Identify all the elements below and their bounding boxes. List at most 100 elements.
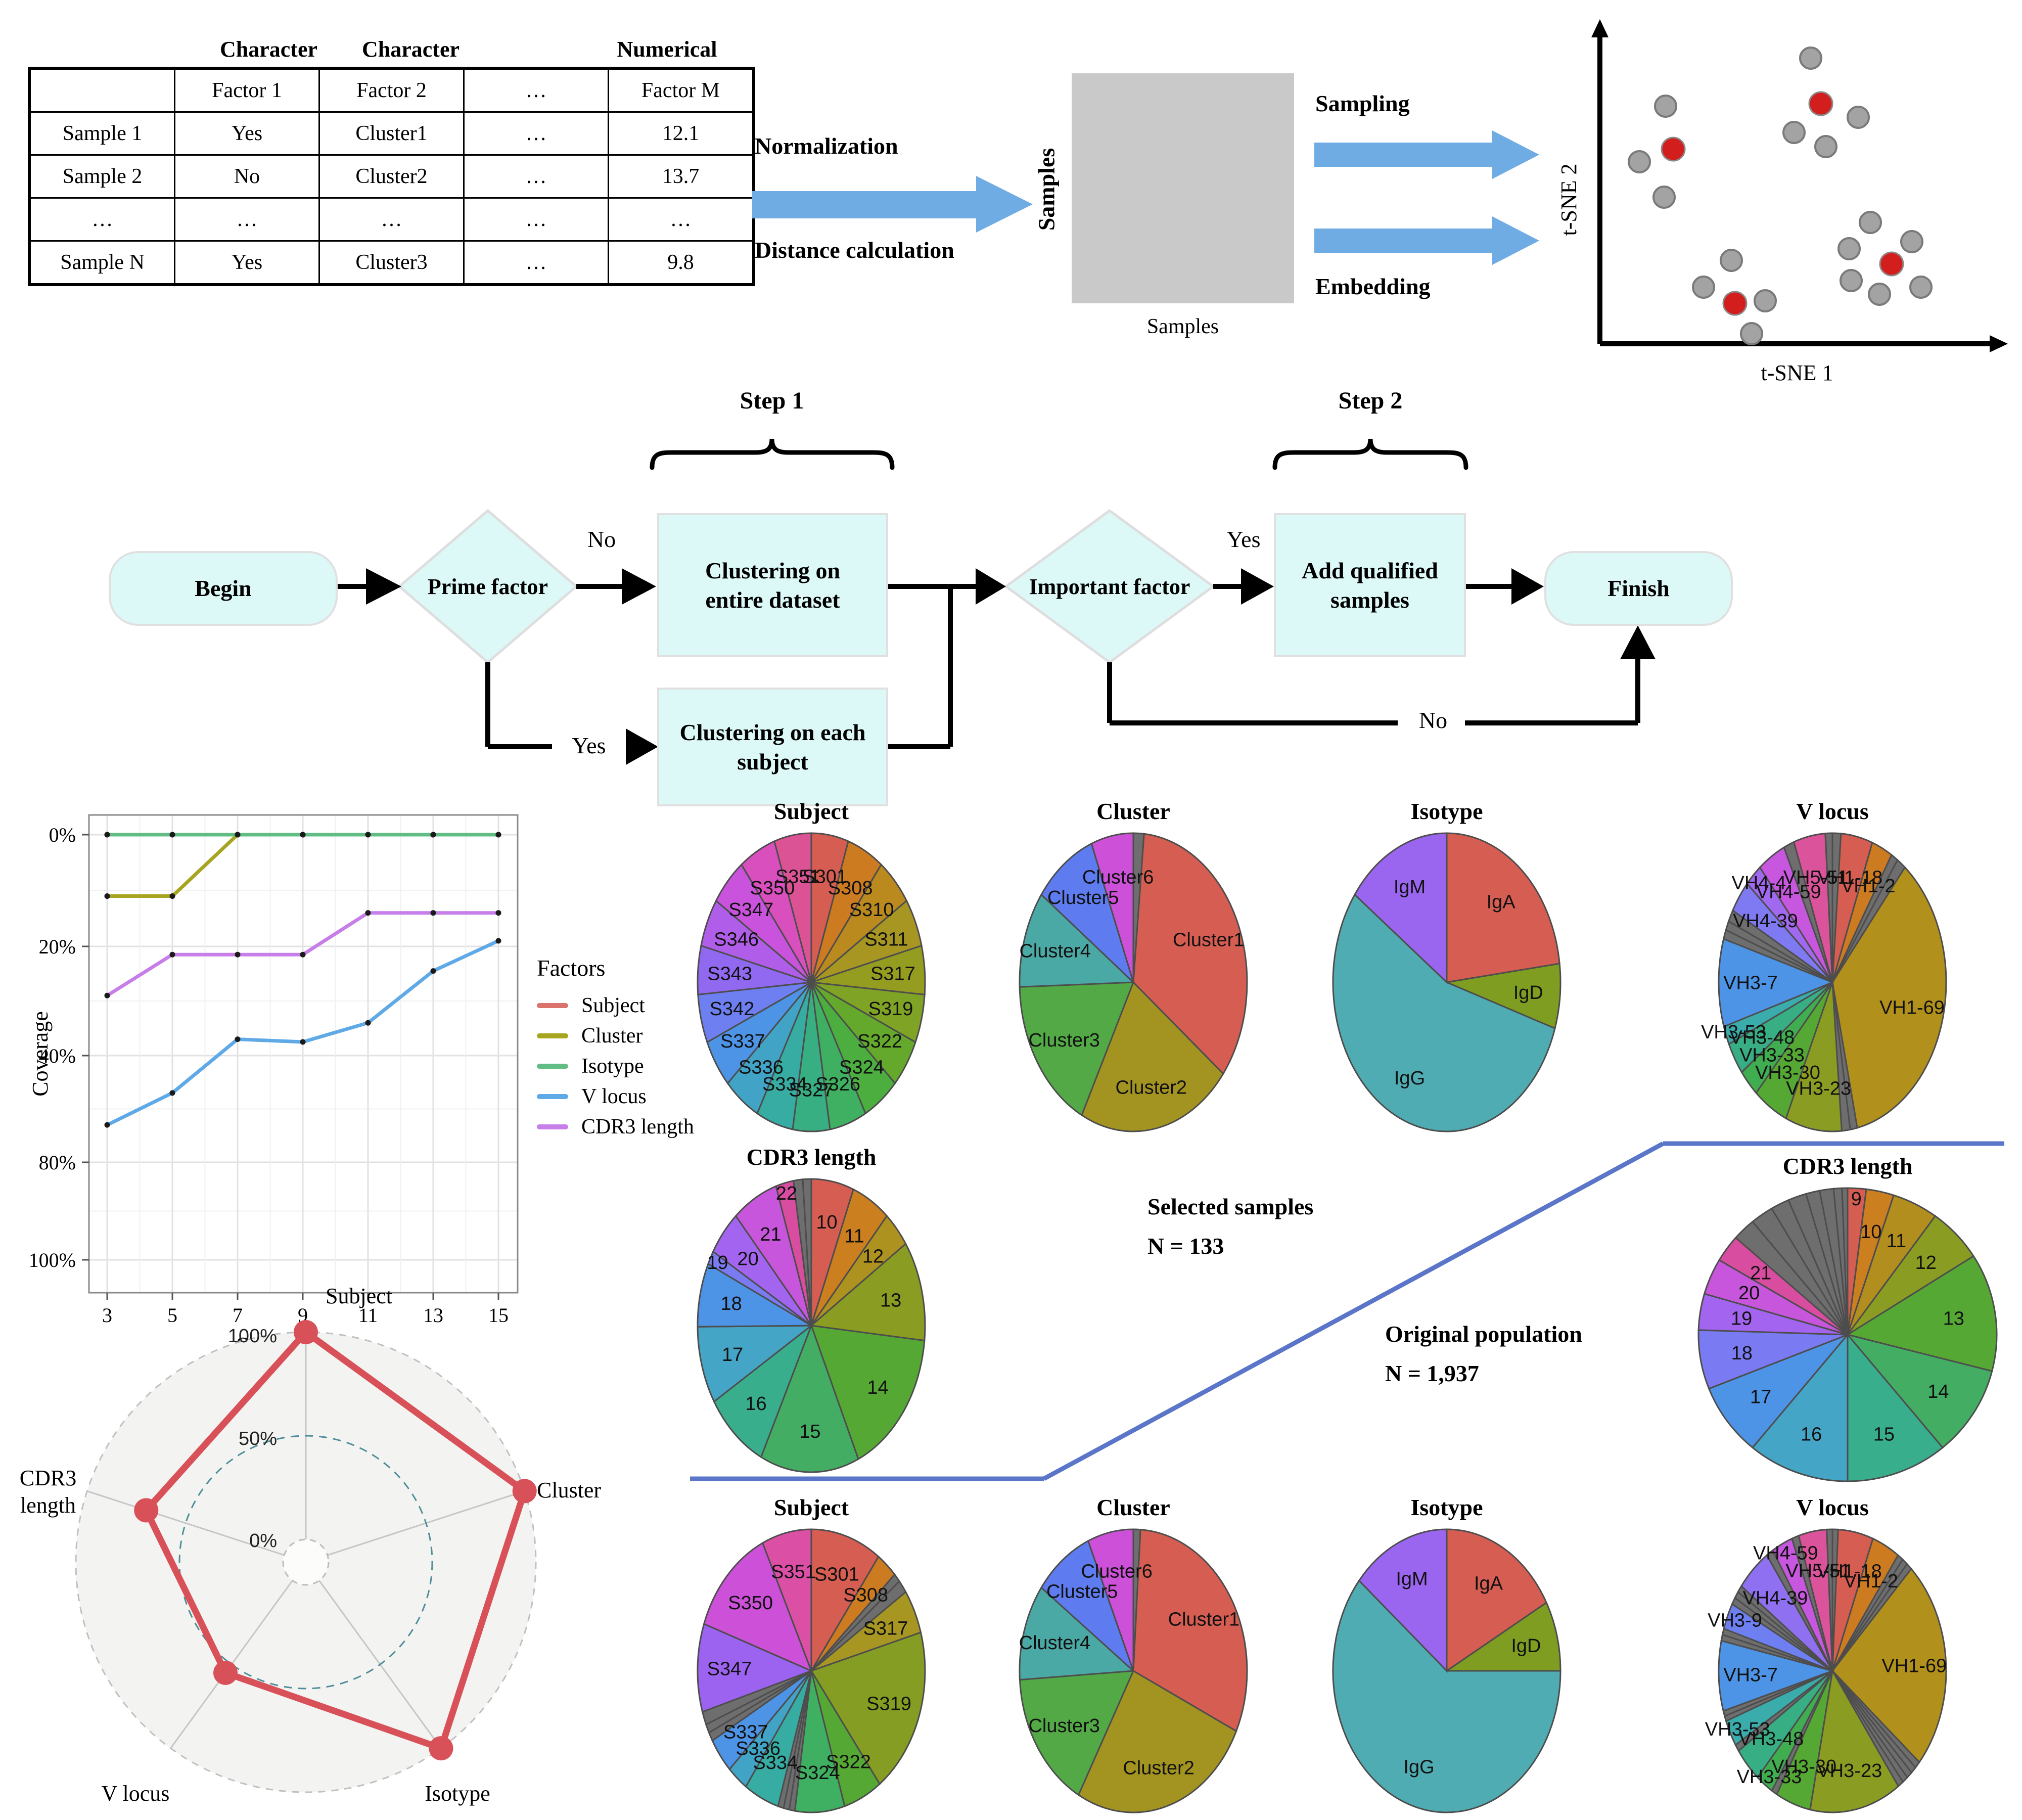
pie-slice-label: Cluster4 (1019, 1632, 1090, 1654)
radar-point (512, 1479, 537, 1504)
line-point (495, 910, 501, 916)
pie-slice (1847, 1332, 1944, 1482)
pie-slice (1446, 832, 1560, 983)
svg-text:0%: 0% (249, 1530, 277, 1552)
pie-slice-label: 10 (1860, 1221, 1881, 1243)
svg-text:80%: 80% (39, 1151, 76, 1174)
pie-slice-label: S337 (723, 1722, 768, 1743)
pie-slice-label: 14 (867, 1377, 888, 1398)
pie-slice-label: VH1-69 (1879, 997, 1945, 1019)
line-point (169, 1090, 175, 1096)
pie-slice-label: S334 (762, 1074, 807, 1095)
pie-slice-label: S342 (710, 998, 755, 1020)
pie-slice-label: S308 (828, 878, 873, 899)
line-point (169, 951, 175, 958)
tsne-gray-dot (1859, 211, 1882, 234)
line-point (430, 832, 436, 838)
line-point (169, 832, 175, 838)
pie-slice (1358, 1528, 1448, 1673)
pie-slice-label: S336 (739, 1057, 784, 1078)
pie-slice (1019, 981, 1135, 1117)
tsne-red-dot (1661, 136, 1686, 162)
svg-text:11: 11 (358, 1304, 378, 1327)
pie-slice-label: 17 (722, 1344, 743, 1366)
pie-title: Isotype (1410, 798, 1483, 824)
tsne-gray-dot (1720, 249, 1743, 272)
pie-slice-label: 21 (760, 1224, 781, 1245)
flow-node-prime-factor-label: Prime factor (427, 574, 548, 599)
tsne-gray-dot (1628, 150, 1651, 173)
pie-slice-label: VH3-53 (1701, 1022, 1766, 1043)
pie-title: Cluster (1096, 798, 1170, 824)
selected-samples-title: Selected samples (1147, 1194, 1314, 1219)
pie-slice (1831, 866, 1947, 1129)
svg-text:Coverage: Coverage (28, 1011, 53, 1097)
pie-slice (713, 1323, 813, 1459)
pie-slice-label: VH5-51 (1783, 867, 1849, 888)
pie-slice (697, 1262, 814, 1328)
pie-slice-label: 19 (707, 1252, 728, 1273)
pie-slice-label: VH4-59 (1756, 882, 1821, 903)
line-point (104, 992, 110, 998)
svg-text:Subject: Subject (326, 1284, 392, 1308)
pie-cdr3-original: CDR3 length 9 10 11 12 13 14 15 16 17 18 19 20 21 (1691, 1153, 2004, 1485)
pie-slice (697, 1623, 813, 1713)
step2-label: Step 2 (1338, 387, 1403, 414)
pie-slice-label: VH4-39 (1743, 1588, 1808, 1609)
line-point (300, 1039, 306, 1045)
legend-swatch (537, 1033, 568, 1038)
pie-slice-label: 12 (1915, 1252, 1937, 1273)
pie-slice-label: IgD (1511, 1635, 1541, 1657)
line-chart-legend: Factors Subject Cluster Isotype V locus CDR3… (537, 954, 694, 1142)
pie-slice-label: IgA (1474, 1573, 1503, 1595)
table-cell: Factor M (608, 67, 755, 113)
pie-slice-label: S337 (720, 1031, 765, 1052)
pie-slice (697, 1325, 814, 1403)
tsne-gray-dot (1847, 106, 1870, 129)
table-cell: No (174, 154, 320, 199)
legend-swatch (537, 1064, 568, 1069)
sampling-label: Sampling (1315, 90, 1410, 116)
table-type-header-2: Character (361, 37, 459, 62)
sampling-arrow-icon (1314, 130, 1539, 179)
pie-slice (773, 832, 812, 983)
distance-matrix (1072, 73, 1294, 303)
pie-title: Cluster (1096, 1494, 1170, 1520)
pie-slice-label: 9 (1851, 1189, 1862, 1210)
pie-isotype-selected: Isotype IgA IgD IgG IgM (1330, 798, 1563, 1135)
tsne-gray-dot (1654, 95, 1677, 118)
pie-slice-label: 18 (1731, 1343, 1753, 1364)
pie-title: V locus (1796, 1494, 1869, 1520)
radar-polygon (143, 1329, 528, 1752)
svg-text:50%: 50% (239, 1428, 277, 1449)
pie-slice-label: S317 (863, 1618, 908, 1639)
pie-slice-label: S324 (795, 1762, 840, 1784)
pie-slice-label: VH3-23 (1817, 1760, 1882, 1782)
table-cell: … (463, 67, 609, 113)
pie-chart-isotype-selected: IgA IgD IgG IgM (1332, 832, 1561, 1132)
flow-node-clustering-entire: Clustering on entire dataset (657, 513, 888, 657)
table-cell: Cluster2 (318, 154, 465, 199)
pie-cluster-original: Cluster Cluster1 Cluster2 Cluster3 Cluster4… (1017, 1494, 1250, 1816)
line-point (365, 1020, 371, 1026)
legend-entry: Cluster (537, 1021, 694, 1051)
pie-slice-label: 20 (738, 1249, 759, 1270)
pie-slice (1446, 1528, 1548, 1672)
flow-node-begin: Begin (109, 551, 338, 626)
pie-slice-label: VH4-4 (1732, 873, 1786, 894)
legend-swatch (537, 1124, 568, 1129)
pie-title: CDR3 length (746, 1144, 877, 1170)
pie-slice (802, 1178, 812, 1326)
flow-node-add-qualified: Add qualified samples (1274, 513, 1466, 657)
pie-title: V locus (1796, 798, 1869, 824)
pie-slice-label: IgD (1513, 982, 1543, 1004)
pie-slice (1354, 832, 1448, 984)
pie-slice-label: 21 (1750, 1262, 1771, 1284)
legend-entry: V locus (537, 1081, 694, 1112)
pie-slice (1132, 1528, 1248, 1733)
tsne-scatter-plot: t-SNE 2 t-SNE 1 (1556, 19, 2008, 385)
table-cell: … (608, 197, 755, 242)
